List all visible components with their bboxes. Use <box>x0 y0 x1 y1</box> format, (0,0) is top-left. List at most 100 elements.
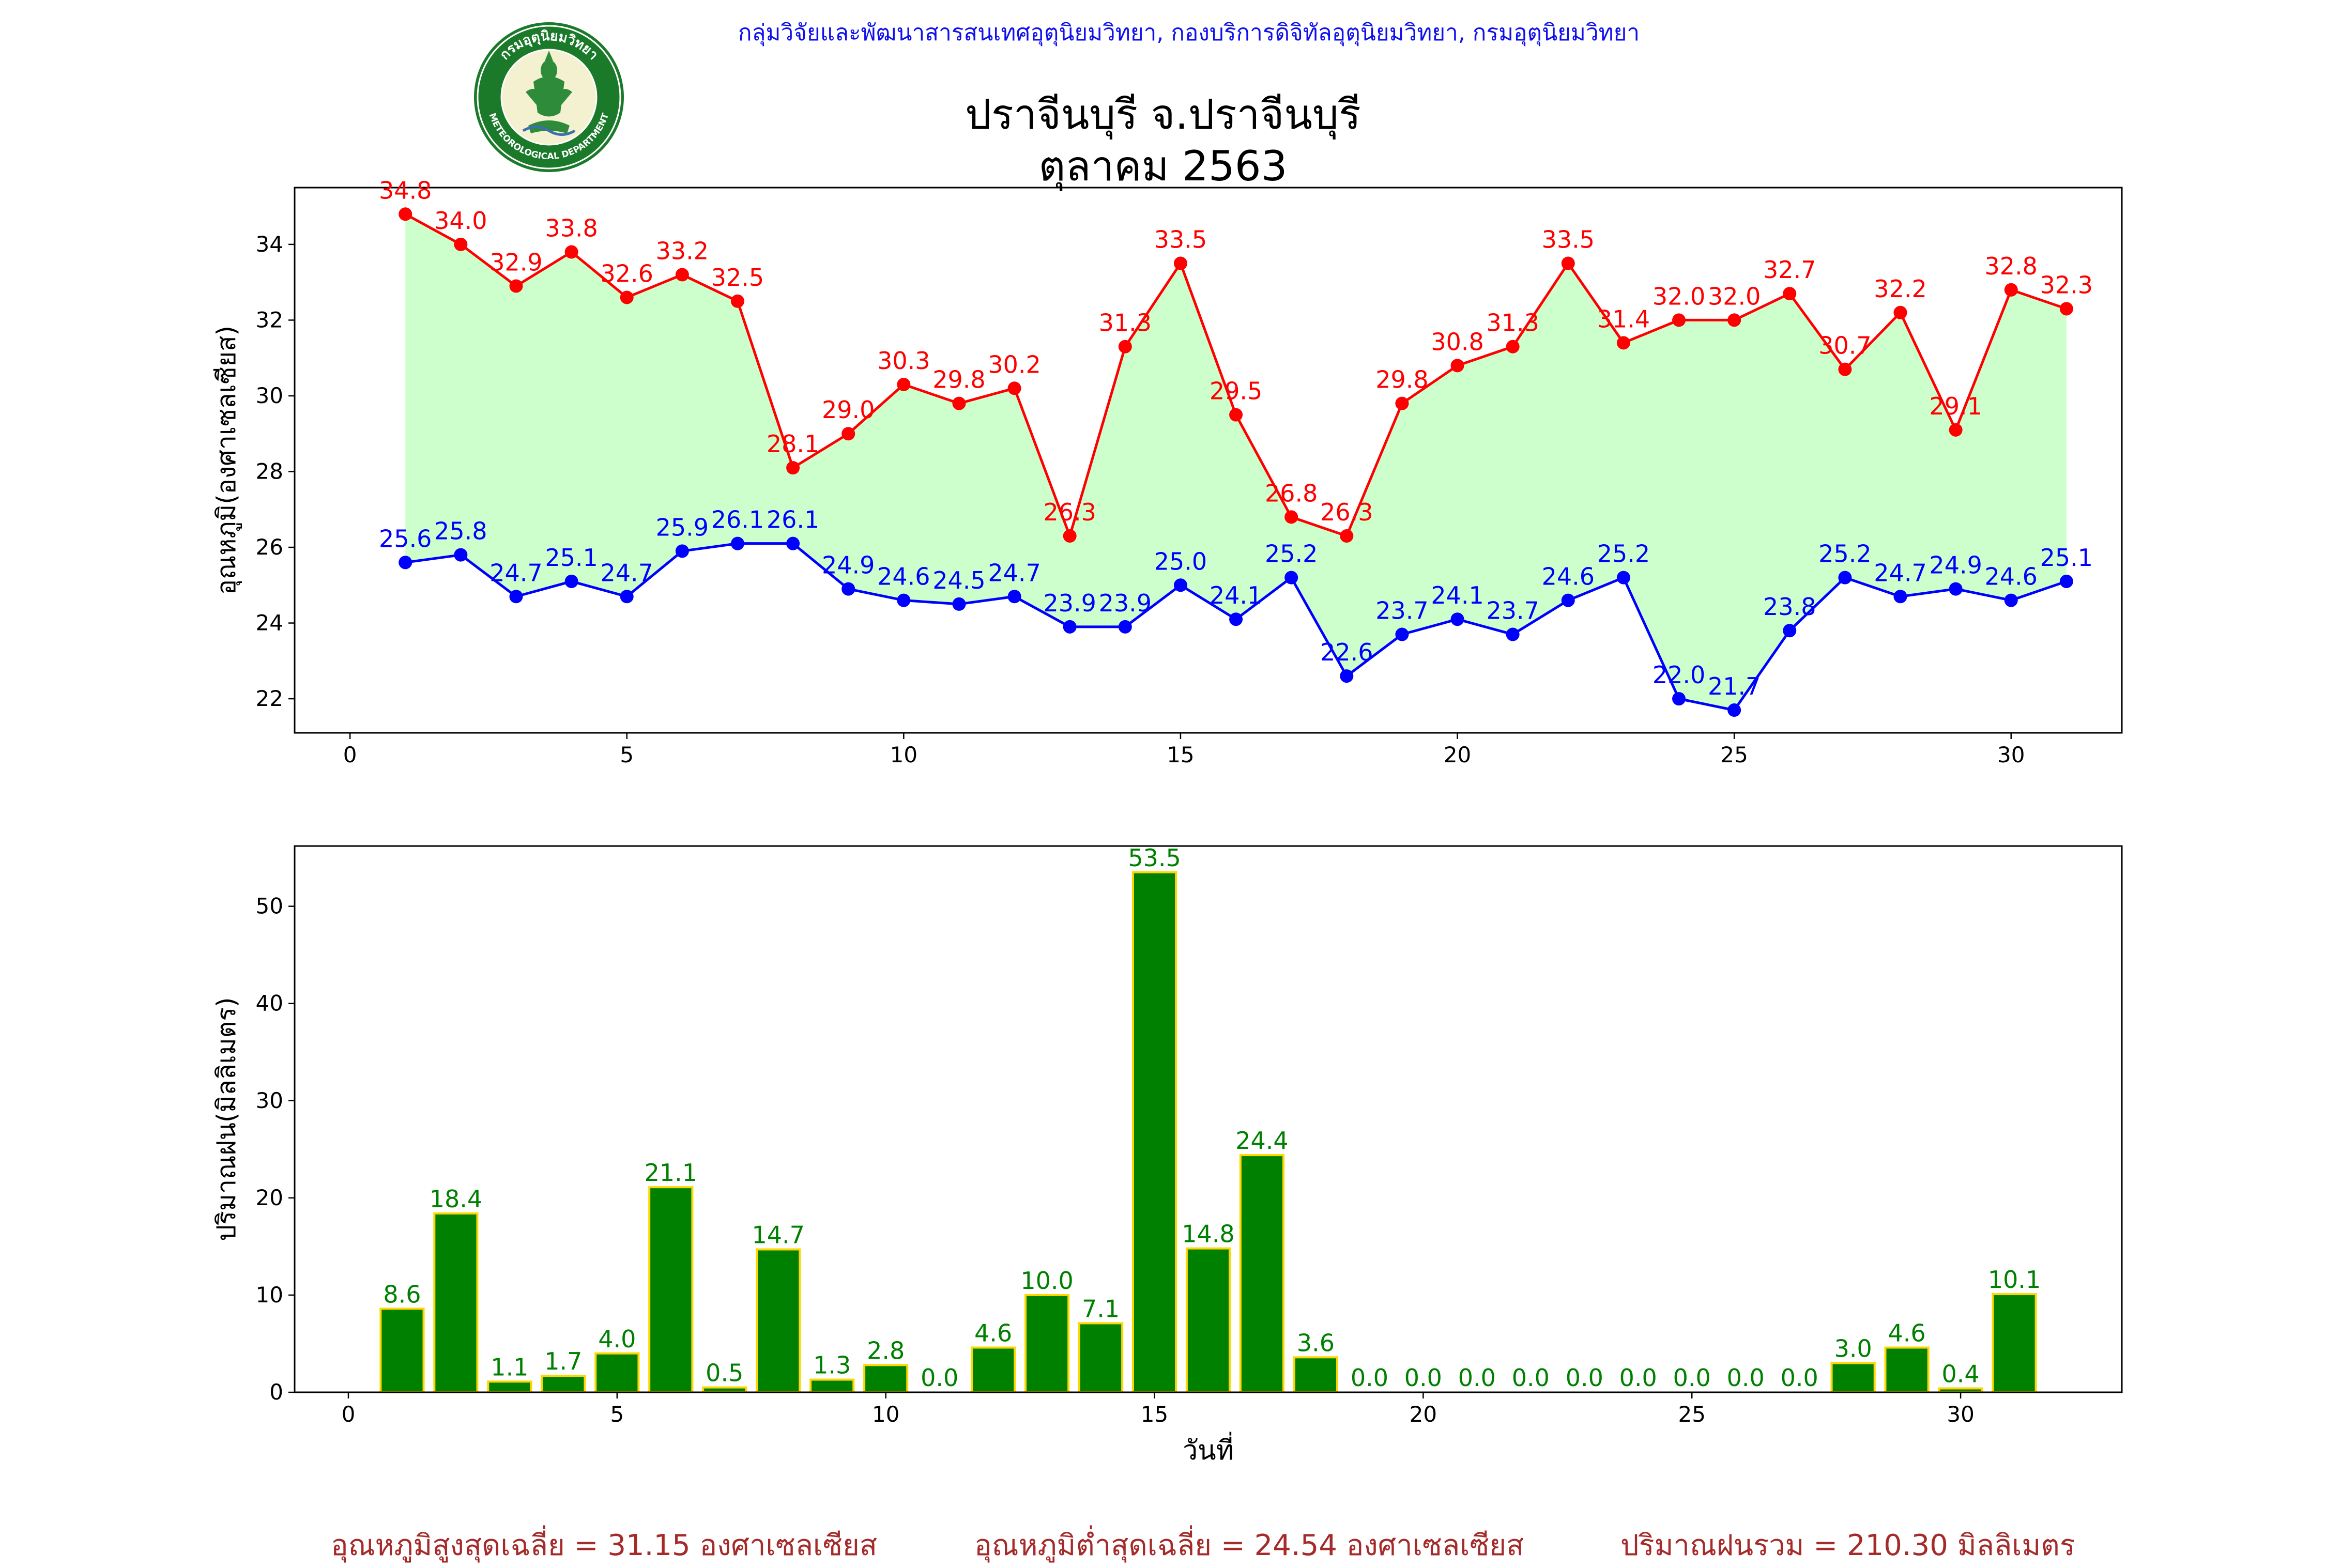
x-tick-label: 0 <box>343 742 357 767</box>
rain-data-label: 4.6 <box>1888 1319 1926 1347</box>
min-temp-data-label: 25.2 <box>1818 540 1871 568</box>
y-tick-label: 40 <box>256 991 283 1016</box>
max-temp-point <box>1727 313 1741 327</box>
max-temp-data-label: 32.0 <box>1652 282 1705 310</box>
x-tick-label: 10 <box>890 742 917 767</box>
x-tick-label: 30 <box>1947 1402 1974 1427</box>
rain-data-label: 0.0 <box>921 1364 958 1392</box>
max-temp-point <box>1561 256 1575 270</box>
rain-data-label: 0.0 <box>1727 1364 1765 1392</box>
min-temp-data-label: 23.8 <box>1763 593 1816 621</box>
min-temp-point <box>1450 612 1464 626</box>
min-temp-point <box>1838 571 1852 585</box>
max-temp-data-label: 31.3 <box>1486 309 1539 337</box>
rain-data-label: 53.5 <box>1128 844 1181 872</box>
y-tick-label: 10 <box>256 1282 283 1308</box>
max-temp-point <box>399 207 412 221</box>
max-temp-point <box>1506 340 1520 353</box>
min-temp-point <box>730 536 744 550</box>
rain-bar <box>809 1378 855 1393</box>
rain-bar <box>1293 1356 1339 1393</box>
min-temp-point <box>1893 590 1907 604</box>
rain-bar <box>541 1375 586 1393</box>
max-temp-data-label: 29.8 <box>1375 366 1428 394</box>
min-temp-point <box>1395 627 1409 641</box>
min-temp-data-label: 24.5 <box>932 566 985 594</box>
max-temp-point <box>952 396 966 410</box>
max-temp-data-label: 30.7 <box>1818 332 1871 360</box>
x-tick-label: 15 <box>1141 1402 1168 1427</box>
rain-data-label: 0.0 <box>1458 1364 1496 1392</box>
max-temp-data-label: 33.2 <box>656 237 709 265</box>
min-temp-point <box>1949 582 1963 596</box>
rain-data-label: 0.0 <box>1404 1364 1442 1392</box>
min-temp-data-label: 24.6 <box>877 563 930 591</box>
max-temp-point <box>564 245 578 259</box>
min-temp-point <box>952 597 966 611</box>
y-tick-label: 32 <box>256 307 283 332</box>
max-temp-data-label: 29.0 <box>822 396 875 424</box>
month-title: ตุลาคม 2563 <box>1038 142 1288 190</box>
rain-data-label: 0.4 <box>1942 1360 1980 1388</box>
y-tick-label: 30 <box>256 1088 283 1113</box>
rain-bar <box>1024 1294 1070 1393</box>
min-temp-data-label: 23.7 <box>1375 597 1428 625</box>
max-temp-point <box>1838 362 1852 376</box>
max-temp-point <box>1284 510 1298 524</box>
rain-data-label: 14.7 <box>752 1221 805 1249</box>
x-tick-label: 25 <box>1678 1402 1706 1427</box>
max-temp-point <box>620 290 634 304</box>
rain-data-label: 0.5 <box>706 1359 743 1387</box>
rain-data-label: 7.1 <box>1082 1295 1120 1323</box>
max-temp-data-label: 33.5 <box>1154 226 1207 254</box>
max-temp-point <box>2004 283 2018 297</box>
rain-data-label: 8.6 <box>383 1280 421 1308</box>
y-axis-label: อุณหภูมิ(องศาเซลเซียส) <box>211 326 242 595</box>
max-temp-point <box>1949 423 1963 437</box>
min-temp-point <box>786 536 800 550</box>
rain-bar <box>594 1352 640 1394</box>
total-rainfall: ปริมาณฝนรวม = 210.30 มิลลิเมตร <box>1620 1529 2075 1562</box>
min-temp-point <box>1783 624 1797 638</box>
rain-data-label: 1.3 <box>813 1351 851 1379</box>
max-temp-data-label: 32.2 <box>1874 275 1926 303</box>
plot-frame <box>294 187 2123 734</box>
min-temp-data-label: 25.2 <box>1597 540 1650 568</box>
temperature-chart: 0 5 10 15 20 25 30 22 24 26 28 30 32 34 อุณหภูมิ(องศาเ… <box>211 176 2123 767</box>
min-temp-point <box>841 582 855 596</box>
min-temp-point <box>2059 574 2073 588</box>
x-axis-label: วันที่ <box>1183 1432 1234 1466</box>
min-temp-data-label: 25.0 <box>1154 547 1207 575</box>
rain-bar <box>863 1364 909 1394</box>
rain-data-label: 0.0 <box>1512 1364 1550 1392</box>
min-temp-data-label: 25.8 <box>434 517 487 545</box>
x-tick-label: 20 <box>1444 742 1471 767</box>
max-temp-point <box>454 237 468 251</box>
min-temp-data-label: 23.9 <box>1043 589 1096 617</box>
min-temp-data-label: 24.7 <box>988 559 1040 587</box>
max-temp-data-label: 34.8 <box>379 176 432 204</box>
max-temp-point <box>1007 381 1021 395</box>
x-tick-label: 20 <box>1410 1402 1437 1427</box>
rain-data-label: 3.0 <box>1834 1335 1872 1363</box>
min-temp-point <box>1340 669 1354 683</box>
temperature-range-fill <box>405 214 2067 711</box>
y-axis-label: ปริมาณฝน(มิลลิเมตร) <box>211 997 241 1241</box>
rain-bar <box>1992 1293 2037 1394</box>
min-temp-data-label: 26.1 <box>711 506 764 534</box>
max-temp-point <box>1118 340 1132 353</box>
y-tick-label: 0 <box>269 1379 283 1405</box>
max-temp-data-label: 32.9 <box>489 248 542 276</box>
max-temp-point <box>1893 305 1907 319</box>
rain-data-label: 0.0 <box>1566 1364 1603 1392</box>
min-temp-data-label: 25.1 <box>545 544 598 572</box>
min-temp-point <box>1727 703 1741 717</box>
rain-data-label: 10.0 <box>1020 1267 1073 1295</box>
max-temp-data-label: 29.1 <box>1929 392 1982 420</box>
max-temp-point <box>2059 302 2073 316</box>
min-temp-point <box>1007 590 1021 604</box>
min-temp-point <box>675 544 689 558</box>
y-tick-label: 26 <box>256 534 283 560</box>
x-tick-label: 30 <box>1997 742 2025 767</box>
